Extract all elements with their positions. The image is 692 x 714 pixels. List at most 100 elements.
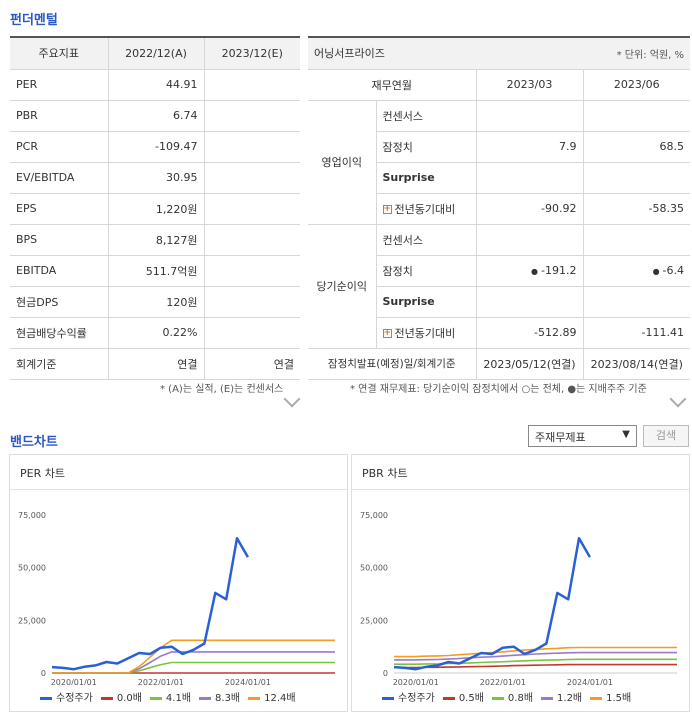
legend-item[interactable]: 수정주가 — [382, 689, 435, 704]
row-value-1: -512.89 — [475, 317, 583, 349]
y-tick-label: 75,000 — [360, 511, 388, 520]
chevron-down-icon: ▼ — [622, 429, 630, 440]
row-value-a: 44.91 — [107, 69, 204, 101]
legend-swatch — [590, 696, 603, 700]
legend-swatch — [100, 696, 113, 700]
row-value-e — [203, 162, 300, 194]
legend-item[interactable]: 1.5배 — [590, 689, 631, 704]
per-chart-title: PER 차트 — [20, 467, 65, 480]
plus-icon[interactable]: + — [382, 328, 392, 338]
plus-icon[interactable]: + — [382, 204, 392, 214]
statement-select[interactable]: 주재무제표 ▼ — [528, 425, 637, 447]
legend-item[interactable]: 0.8배 — [491, 689, 534, 704]
chevron-down-icon[interactable] — [283, 390, 301, 408]
filled-dot-icon: ● — [531, 267, 539, 276]
table-row: 당기순이익 컨센서스 — [308, 224, 691, 349]
y-tick-label: 0 — [41, 669, 46, 678]
y-tick-label: 50,000 — [360, 564, 388, 573]
table-row: + 전년동기대비 -90.92 -58.35 — [308, 193, 691, 225]
legend-label: 4.1배 — [165, 693, 192, 704]
table-row: EBITDA 511.7억원 — [10, 255, 300, 287]
legend-swatch — [442, 696, 455, 700]
row-value-2 — [582, 286, 691, 318]
legend-label: 12.4배 — [264, 693, 296, 704]
row-value-1 — [475, 100, 583, 132]
legend-label: 0.5배 — [458, 693, 484, 704]
legend-item[interactable]: 4.1배 — [149, 689, 192, 704]
y-tick-label: 75,000 — [18, 511, 46, 520]
row-label: 컨센서스 — [375, 100, 476, 132]
row-value-e — [203, 286, 300, 318]
row-value-a: 511.7억원 — [107, 255, 204, 287]
header-indicator: 주요지표 — [10, 36, 108, 70]
row-value-1 — [475, 286, 583, 318]
series-line — [51, 536, 249, 671]
y-tick-label: 50,000 — [18, 564, 46, 573]
row-label: Surprise — [375, 162, 476, 194]
legend-item[interactable]: 8.3배 — [199, 689, 240, 704]
band-chart-title: 밴드차트 — [10, 435, 58, 450]
pbr-chart: 0 25,000 50,000 75,000 2020/01/01 2022/01/01 2… — [360, 511, 677, 685]
row-label: 전년동기대비 — [394, 202, 456, 216]
table-row: 잠정치 7.9 68.5 — [308, 131, 691, 163]
y-tick-label: 0 — [383, 669, 388, 678]
legend-item[interactable]: 0.0배 — [100, 689, 142, 704]
legend-swatch — [491, 696, 504, 700]
legend-item[interactable]: 0.5배 — [442, 689, 484, 704]
row-label: 현금DPS — [10, 286, 108, 318]
legend-item[interactable]: 12.4배 — [248, 689, 296, 704]
row-value-e — [203, 100, 300, 132]
legend-item[interactable]: 1.2배 — [541, 689, 582, 704]
x-tick-label: 2020/01/01 — [51, 678, 97, 685]
row-label: 컨센서스 — [375, 224, 476, 256]
per-chart-panel: PER 차트 0 25,000 50,000 75,000 2020/01/01 2022… — [9, 454, 348, 712]
legend-item[interactable]: 수정주가 — [40, 689, 93, 704]
row-label-expandable[interactable]: + 전년동기대비 — [375, 193, 476, 225]
fundamentals-table: 주요지표 2022/12(A) 2023/12(E) PER 44.91 PBR 6… — [10, 36, 300, 380]
y-tick-label: 25,000 — [18, 616, 46, 625]
row-label-expandable[interactable]: + 전년동기대비 — [375, 317, 476, 349]
series-line — [52, 661, 335, 674]
row-value-e — [203, 255, 300, 287]
table-row: 잠정치발표(예정)일/회계기준 2023/05/12(연결) 2023/08/1… — [308, 348, 691, 380]
search-button[interactable]: 검색 — [643, 425, 689, 447]
row-label: Surprise — [375, 286, 476, 318]
row-value-1: -191.2 — [541, 264, 577, 277]
row-value-e — [203, 317, 300, 349]
table-row: 현금DPS 120원 — [10, 286, 300, 318]
earnings-unit: * 단위: 억원, % — [476, 36, 691, 70]
filled-dot-icon: ● — [652, 267, 660, 276]
header-2023-06: 2023/06 — [582, 69, 691, 101]
header-2023-03: 2023/03 — [475, 69, 583, 101]
x-tick-label: 2022/01/01 — [480, 678, 526, 685]
legend-swatch — [40, 696, 52, 700]
fundamentals-header-row: 주요지표 2022/12(A) 2023/12(E) — [10, 36, 300, 70]
row-value-1: -90.92 — [475, 193, 583, 225]
pbr-chart-panel: PBR 차트 0 25,000 50,000 75,000 2020/01/01 2022… — [351, 454, 690, 712]
per-chart: 0 25,000 50,000 75,000 2020/01/01 2022/01/01 2… — [18, 511, 335, 685]
release-date-2: 2023/08/14(연결) — [582, 348, 691, 380]
row-label: PBR — [10, 100, 108, 132]
table-row: 회계기준 연결 연결 — [10, 348, 300, 380]
row-value-a: 120원 — [107, 286, 204, 318]
table-row: Surprise — [308, 162, 691, 194]
row-value-1 — [475, 162, 583, 194]
row-value-2 — [582, 224, 691, 256]
table-row: EV/EBITDA 30.95 — [10, 162, 300, 194]
series-line — [394, 651, 677, 661]
legend-label: 0.8배 — [507, 693, 534, 704]
x-tick-label: 2022/01/01 — [138, 678, 184, 685]
row-label: 현금배당수익률 — [10, 317, 108, 349]
legend-label: 1.2배 — [557, 693, 583, 704]
row-value-e — [203, 224, 300, 256]
x-tick-label: 2024/01/01 — [225, 678, 271, 685]
row-value-2: -6.4 — [662, 264, 685, 277]
group-operating-income: 영업이익 — [308, 100, 376, 225]
row-value-2: -58.35 — [582, 193, 691, 225]
row-value-1 — [475, 224, 583, 256]
row-label: PCR — [10, 131, 108, 163]
legend-swatch — [149, 696, 162, 700]
row-value-a: 연결 — [107, 348, 204, 380]
fundamentals-note: * (A)는 실적, (E)는 컨센서스 — [160, 384, 284, 395]
row-value-a: 6.74 — [107, 100, 204, 132]
